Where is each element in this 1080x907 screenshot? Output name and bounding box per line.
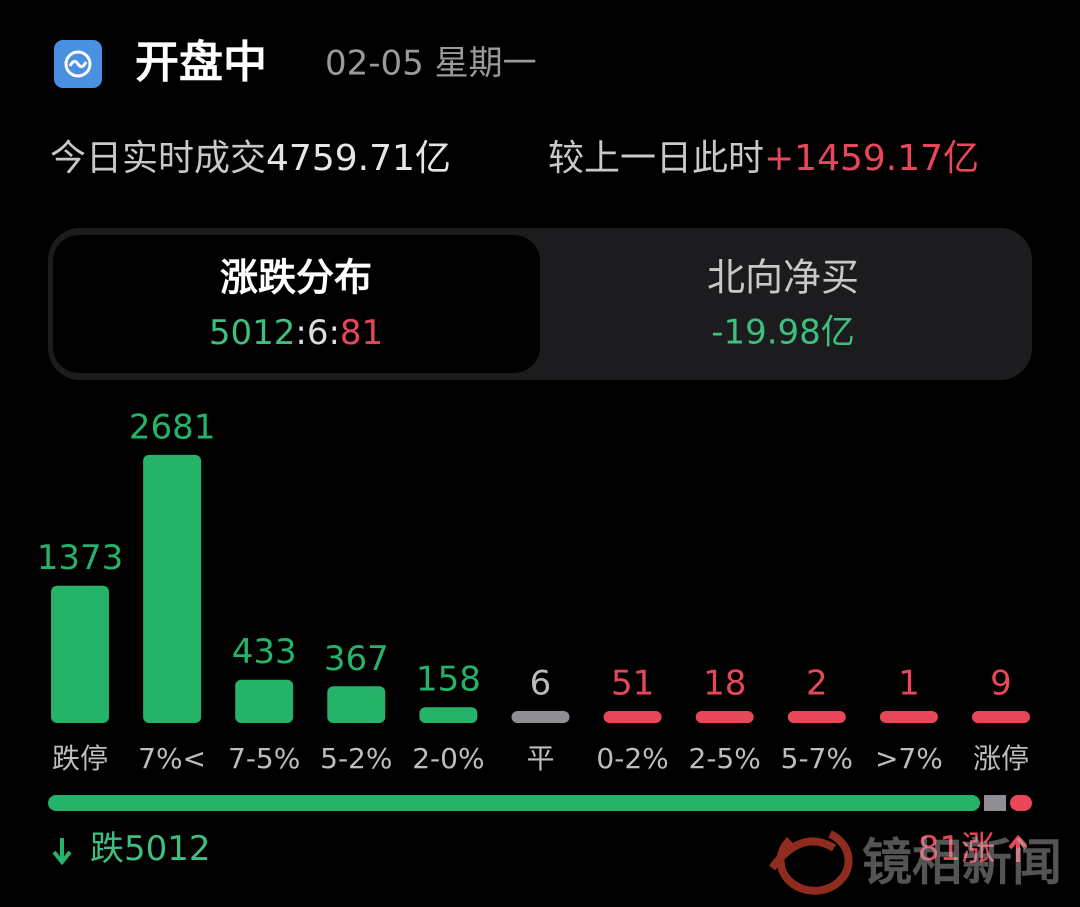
down-label: 跌 <box>90 829 124 869</box>
tab-northbound[interactable]: 北向净买 -19.98亿 <box>707 256 859 353</box>
turnover-value: 4759.71亿 <box>266 138 451 179</box>
bar <box>972 711 1030 723</box>
category-label: >7% <box>875 742 943 775</box>
tab-ratio: 5012:6:81 <box>209 313 383 353</box>
up-count: 81涨 <box>918 829 995 869</box>
value-label: 2 <box>806 664 828 704</box>
category-label: 跌停 <box>52 742 108 775</box>
category-label: 涨停 <box>973 742 1029 775</box>
value-label: 1 <box>898 664 920 704</box>
value-label: 9 <box>990 664 1012 704</box>
category-label: 7%< <box>138 742 206 775</box>
tab-title: 北向净买 <box>707 256 859 300</box>
turnover-label: 今日实时成交 <box>50 138 266 179</box>
up-arrow <box>1008 834 1028 862</box>
category-label: 5-2% <box>320 742 392 775</box>
bar <box>419 707 478 723</box>
value-label: 367 <box>324 639 389 679</box>
category-label: 2-5% <box>689 742 761 775</box>
watermark-logo <box>768 830 853 895</box>
down-count: 跌5012 <box>90 829 211 869</box>
compare-line: 较上一日此时+1459.17亿 <box>548 138 979 179</box>
date: 02-05 星期一 <box>325 44 537 84</box>
category-label: 7-5% <box>228 742 300 775</box>
tab-title: 涨跌分布 <box>220 256 372 300</box>
status-title: 开盘中 <box>135 37 267 88</box>
bar <box>603 711 662 723</box>
tab-value: -19.98亿 <box>711 313 855 353</box>
down-segment <box>48 795 980 811</box>
bar <box>235 679 294 723</box>
breadth-bar <box>48 795 1032 811</box>
bar <box>143 454 202 723</box>
bar <box>511 711 570 723</box>
flat-segment <box>984 795 1006 811</box>
up-value: 81 <box>918 829 961 869</box>
down-arrow <box>52 838 72 866</box>
bar <box>695 711 754 723</box>
bar <box>51 585 109 723</box>
ratio-flat: 6 <box>307 313 329 353</box>
ratio-up: 81 <box>340 313 383 353</box>
turnover-line: 今日实时成交4759.71亿 <box>50 138 451 179</box>
app-icon-glyph <box>64 50 92 78</box>
down-value: 5012 <box>124 829 211 869</box>
bar <box>787 711 846 723</box>
value-label: 433 <box>232 632 297 672</box>
ratio-down: 5012 <box>209 313 296 353</box>
compare-change: +1459.17亿 <box>764 138 979 179</box>
value-label: 1373 <box>37 538 124 578</box>
bar <box>327 686 386 723</box>
up-label: 涨 <box>961 829 995 869</box>
ratio-sep: : <box>295 313 306 353</box>
up-segment <box>1010 795 1032 811</box>
value-label: 158 <box>416 660 481 700</box>
bar-chart: 1373 跌停 2681 7%< 433 7-5% 367 5-2% 158 2-0% 6 平 51 0-… <box>37 407 1030 775</box>
value-label: 51 <box>611 664 654 704</box>
category-label: 平 <box>526 742 554 775</box>
value-label: 18 <box>703 664 746 704</box>
value-label: 2681 <box>129 407 216 447</box>
tab-selected-bg <box>53 235 540 373</box>
watermark: 镜相新闻 <box>862 834 1062 892</box>
category-label: 2-0% <box>412 742 484 775</box>
value-label: 6 <box>530 664 552 704</box>
ratio-sep: : <box>328 313 339 353</box>
tab-breadth[interactable]: 涨跌分布 5012:6:81 <box>53 235 540 373</box>
category-label: 5-7% <box>781 742 853 775</box>
category-label: 0-2% <box>596 742 668 775</box>
bar <box>879 711 938 723</box>
compare-label: 较上一日此时 <box>548 138 764 179</box>
